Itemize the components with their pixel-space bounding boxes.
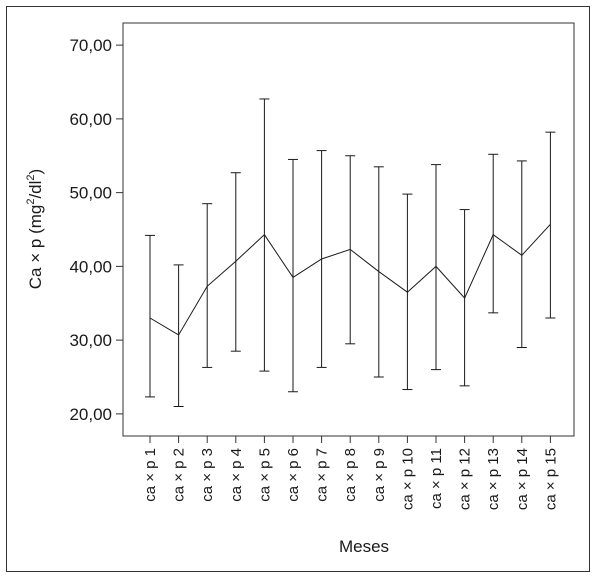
- y-axis-label-mid: /dl: [26, 181, 45, 199]
- y-tick-label: 30,00: [69, 331, 112, 350]
- y-axis-label-sup1: 2: [25, 199, 37, 205]
- x-tick-label: ca × p 9: [371, 448, 388, 502]
- x-tick-label: ca × p 13: [485, 448, 502, 510]
- x-tick-label: ca × p 1: [142, 448, 159, 502]
- x-tick-label: ca × p 6: [285, 448, 302, 502]
- x-axis-label: Meses: [339, 537, 389, 556]
- x-tick-label: ca × p 7: [314, 448, 331, 502]
- x-tick-label: ca × p 8: [342, 448, 359, 502]
- error-bars: [145, 98, 556, 407]
- plot-area: [122, 22, 575, 437]
- y-tick-label: 20,00: [69, 405, 112, 424]
- x-tick-label: ca × p 5: [256, 448, 273, 502]
- y-tick-label: 60,00: [69, 110, 112, 129]
- x-tick-label: ca × p 2: [171, 448, 188, 502]
- x-tick-label: ca × p 11: [428, 448, 445, 509]
- error-bar: [202, 203, 213, 368]
- y-tick-label: 70,00: [69, 36, 112, 55]
- x-tick-label: ca × p 15: [542, 448, 559, 510]
- error-bar: [145, 234, 155, 398]
- error-bar: [288, 158, 298, 393]
- series-line: [149, 223, 551, 336]
- error-bar: [488, 153, 499, 314]
- x-tick-label: ca × p 12: [457, 448, 474, 510]
- y-axis-label-end: ): [26, 169, 45, 175]
- y-tick-label: 50,00: [69, 184, 112, 203]
- error-bar: [516, 160, 527, 348]
- x-tick-label: ca × p 14: [514, 448, 531, 510]
- x-tick-label: ca × p 4: [228, 448, 245, 502]
- y-tick-label: 40,00: [69, 257, 112, 276]
- error-bar: [173, 264, 184, 407]
- y-axis: 20,00 30,00 40,00 50,00 60,00 70,00: [69, 36, 123, 424]
- x-tick-label: ca × p 3: [199, 448, 216, 502]
- y-axis-label: Ca × p (mg2/dl2): [25, 169, 45, 289]
- error-bar: [545, 131, 556, 319]
- error-bar: [230, 172, 241, 352]
- x-axis: ca × p 1 ca × p 2 ca × p 3 ca × p 4 ca × p 5…: [142, 436, 559, 510]
- x-tick-label: ca × p 10: [399, 448, 416, 510]
- y-axis-label-main: Ca × p (mg: [26, 205, 45, 290]
- y-axis-label-sup2: 2: [25, 174, 37, 180]
